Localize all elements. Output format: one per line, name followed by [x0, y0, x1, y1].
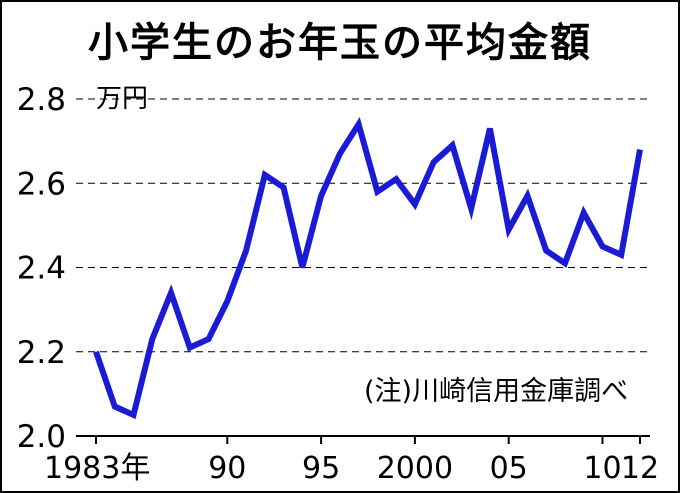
- data-point: [581, 210, 587, 216]
- y-tick-label: 2.0: [17, 419, 66, 455]
- data-point: [243, 248, 249, 254]
- grid-lines: [76, 98, 650, 437]
- y-tick-label: 2.2: [17, 335, 66, 371]
- x-tick-label: 12: [621, 451, 659, 486]
- data-point: [112, 404, 118, 410]
- data-point: [543, 248, 549, 254]
- data-point: [599, 243, 605, 249]
- data-point: [524, 193, 530, 199]
- data-point: [281, 184, 287, 190]
- data-point: [131, 412, 137, 418]
- data-point: [318, 193, 324, 199]
- data-point: [206, 336, 212, 342]
- data-point: [468, 206, 474, 212]
- y-tick-label: 2.8: [17, 82, 66, 118]
- series-group: [93, 116, 643, 420]
- data-point: [393, 176, 399, 182]
- data-point: [149, 336, 155, 342]
- y-tick-label: 2.4: [17, 251, 66, 287]
- data-point: [412, 201, 418, 207]
- data-point: [299, 265, 305, 271]
- x-tick-label: 90: [208, 451, 246, 486]
- data-point: [449, 142, 455, 148]
- data-point: [356, 121, 362, 127]
- data-point: [562, 260, 568, 266]
- x-tick-label: 05: [490, 451, 528, 486]
- data-point: [262, 172, 268, 178]
- source-note: (注)川崎信用金庫調べ: [364, 376, 628, 407]
- data-point: [187, 345, 193, 351]
- series-line: [93, 116, 643, 420]
- data-point: [374, 189, 380, 195]
- x-tick-label: 2000: [377, 451, 453, 486]
- x-tick-label: 10: [583, 451, 621, 486]
- y-axis-ticks: 2.0 2.2 2.4 2.6 2.8: [17, 82, 66, 455]
- y-axis-unit-label: 万円: [96, 84, 148, 114]
- data-point: [93, 349, 99, 355]
- data-point: [224, 298, 230, 304]
- x-axis-ticks: 1983年 90 95 2000 05 10 12: [44, 436, 659, 486]
- data-point: [431, 159, 437, 165]
- data-point: [506, 227, 512, 233]
- data-point: [168, 290, 174, 296]
- chart-title: 小学生のお年玉の平均金額: [88, 20, 592, 66]
- data-point: [337, 151, 343, 157]
- y-tick-label: 2.6: [17, 166, 66, 202]
- data-point: [637, 147, 643, 153]
- x-tick-label: 95: [302, 451, 340, 486]
- x-tick-label: 1983年: [44, 451, 150, 486]
- data-point: [487, 125, 493, 131]
- data-point: [618, 252, 624, 258]
